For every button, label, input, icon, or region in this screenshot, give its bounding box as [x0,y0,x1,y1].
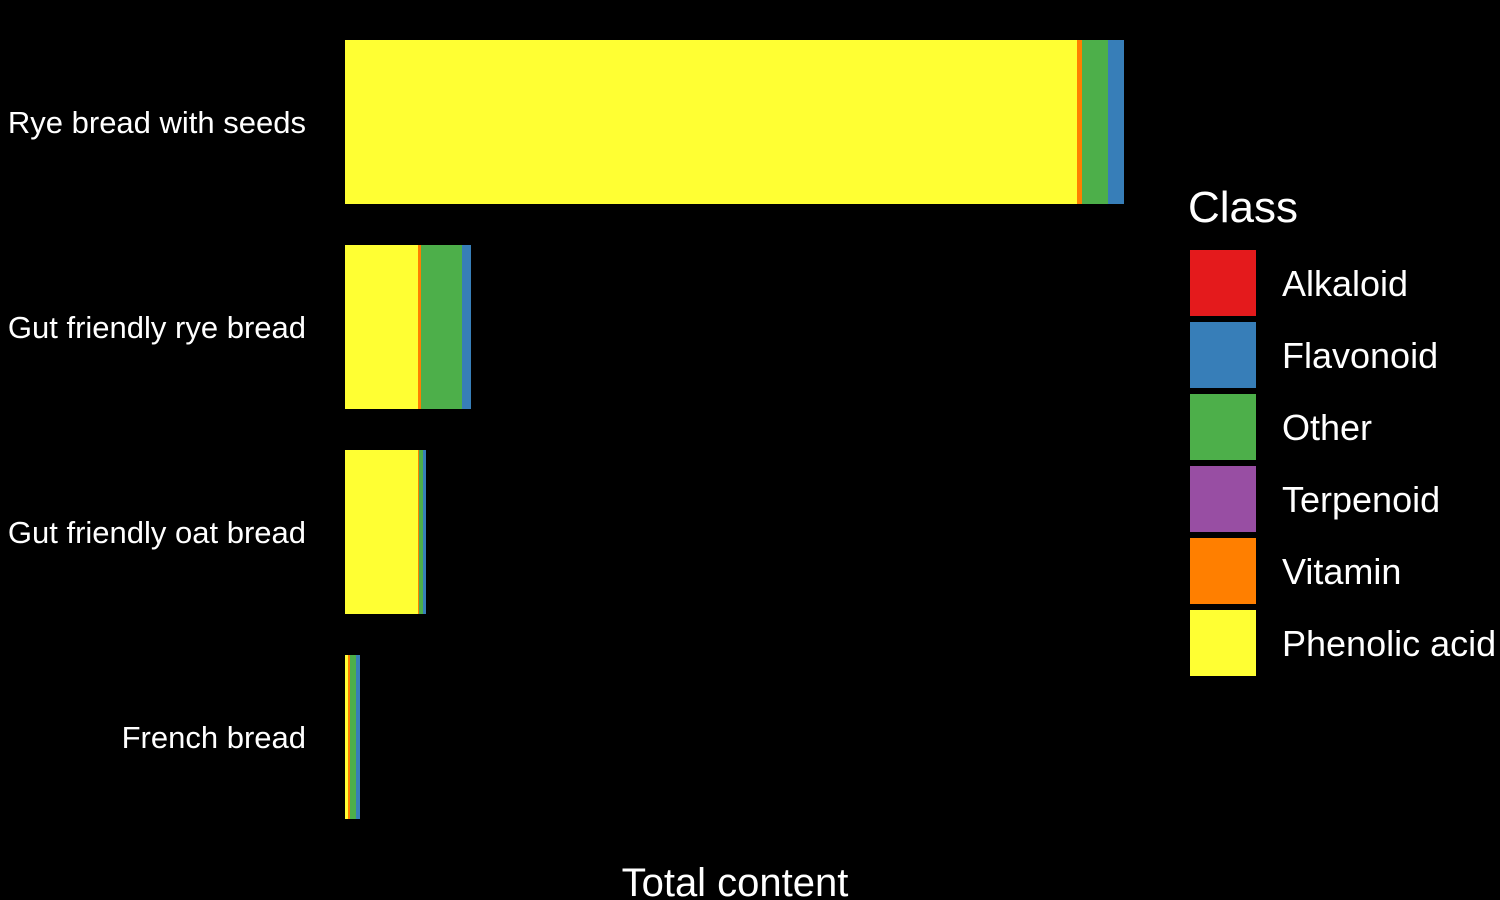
category-label-gut-friendly-oat-bread: Gut friendly oat bread [8,515,306,550]
category-label-rye-bread-with-seeds: Rye bread with seeds [8,105,306,140]
bar-gut-friendly-rye-bread-other [421,245,462,409]
plot-area [345,40,1124,819]
bar-rye-bread-with-seeds-phenolic-acid [345,40,1077,204]
legend-label-other: Other [1282,407,1372,448]
bar-rye-bread-with-seeds-vitamin [1077,40,1082,204]
bar-gut-friendly-oat-bread-flavonoid [423,450,426,614]
bar-gut-friendly-rye-bread-vitamin [418,245,421,409]
bar-french-bread-other [350,655,356,819]
legend-title: Class [1188,183,1298,232]
x-axis-title: Total content [622,861,849,900]
legend-label-phenolic-acid: Phenolic acid [1282,623,1496,664]
bar-gut-friendly-rye-bread-phenolic-acid [345,245,418,409]
legend: Class Alkaloid Flavonoid Other Terpenoid Vit… [1188,183,1496,676]
legend-swatch-flavonoid [1190,322,1256,388]
bar-french-bread-phenolic-acid [345,655,348,819]
category-label-gut-friendly-rye-bread: Gut friendly rye bread [8,310,306,345]
category-label-french-bread: French bread [122,720,306,755]
bar-rye-bread-with-seeds-flavonoid [1108,40,1124,204]
bar-rye-bread-with-seeds-other [1082,40,1108,204]
legend-label-flavonoid: Flavonoid [1282,335,1438,376]
legend-swatch-terpenoid [1190,466,1256,532]
category-labels: Rye bread with seeds Gut friendly rye bre… [8,105,306,755]
legend-swatch-other [1190,394,1256,460]
legend-swatch-vitamin [1190,538,1256,604]
bar-french-bread-vitamin [348,655,350,819]
legend-label-vitamin: Vitamin [1282,551,1401,592]
bar-gut-friendly-oat-bread-other [419,450,423,614]
bar-french-bread-flavonoid [356,655,360,819]
legend-label-terpenoid: Terpenoid [1282,479,1440,520]
bar-gut-friendly-oat-bread-vitamin [418,450,419,614]
legend-swatch-phenolic-acid [1190,610,1256,676]
bar-gut-friendly-oat-bread-phenolic-acid [345,450,418,614]
legend-swatch-alkaloid [1190,250,1256,316]
bar-gut-friendly-rye-bread-flavonoid [462,245,471,409]
legend-label-alkaloid: Alkaloid [1282,263,1408,304]
